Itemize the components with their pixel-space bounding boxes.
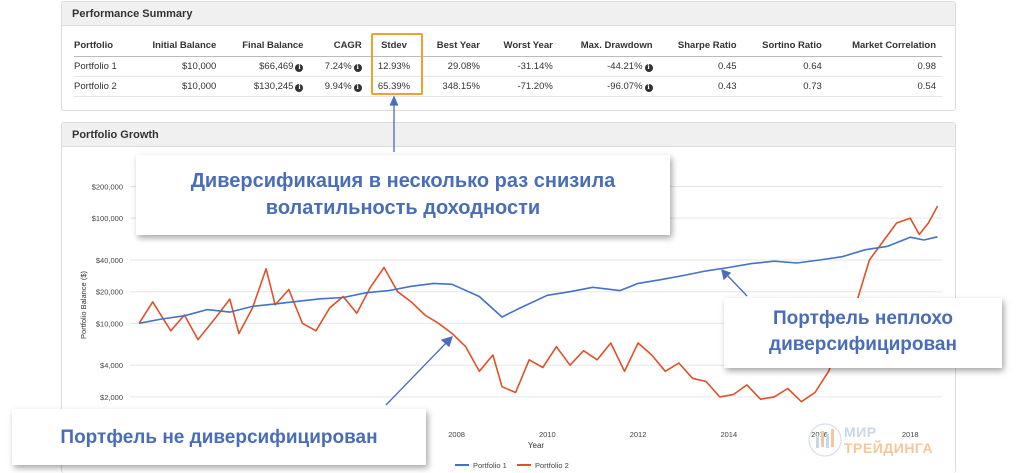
callout-line: диверсифицирован: [769, 333, 957, 355]
arrow-head: [721, 268, 732, 281]
y-tick-label: $4,000: [100, 361, 123, 370]
max-drawdown-value: -96.07%: [607, 81, 643, 92]
callout-line: Портфель неплохо: [772, 308, 954, 329]
logo-line1: МИР: [844, 424, 877, 440]
callout-diversification: Диверсификация в несколько раз снизила в…: [136, 155, 670, 235]
cell-worst-year: -71.20%: [485, 76, 559, 97]
cell-portfolio: Portfolio 1: [74, 56, 133, 77]
y-tick-label: $100,000: [92, 214, 123, 223]
cell-worst-year: -31.14%: [485, 56, 559, 77]
table-row: Portfolio 1 $10,000 $66,469 i 7.24% i 12.9…: [74, 56, 942, 77]
y-tick-label: $20,000: [96, 288, 123, 297]
x-tick-label: 2014: [720, 430, 737, 439]
portfolio-growth-title: Portfolio Growth: [62, 123, 955, 147]
info-icon[interactable]: i: [295, 84, 304, 92]
cell-max-drawdown: -44.21% i: [558, 56, 659, 77]
final-balance-value: $130,245: [253, 81, 294, 92]
arrow-to-portfolio1: [726, 274, 748, 297]
column-header-stdev: Stdev: [367, 38, 421, 57]
y-tick-label: $10,000: [96, 319, 123, 328]
cell-initial-balance: $10,000: [132, 76, 223, 97]
x-tick-label: 2018: [902, 430, 919, 439]
performance-summary-panel: Performance Summary Portfolio Initial Ba…: [61, 1, 956, 111]
cell-final-balance: $130,245 i: [222, 76, 310, 97]
cell-best-year: 348.15%: [420, 76, 486, 97]
arrow-head: [440, 336, 454, 348]
legend-label: Portfolio 1: [473, 461, 507, 470]
chart-legend: Portfolio 1 Portfolio 2: [455, 461, 569, 470]
callout-line: Портфель не диверсифицирован: [60, 427, 378, 448]
info-icon[interactable]: i: [644, 64, 653, 72]
x-tick-label: 2016: [811, 430, 828, 439]
x-tick-label: 2008: [448, 430, 465, 439]
column-header: Portfolio: [74, 38, 133, 57]
arrow-to-portfolio2: [385, 341, 448, 406]
series-line-1: [138, 236, 938, 325]
cell-max-drawdown: -96.07% i: [558, 76, 659, 97]
logo-candles-icon: [808, 423, 842, 457]
y-tick-label: $200,000: [92, 183, 123, 192]
max-drawdown-value: -44.21%: [607, 61, 643, 72]
info-icon[interactable]: i: [644, 84, 653, 92]
column-header: CAGR: [309, 38, 368, 57]
cell-sortino: 0.73: [742, 76, 828, 97]
info-icon[interactable]: i: [353, 84, 362, 92]
y-tick-label: $2,000: [100, 393, 123, 402]
callout-portfolio1: Портфель неплохо диверсифицирован: [724, 298, 1002, 368]
performance-table: Portfolio Initial Balance Final Balance …: [74, 38, 942, 97]
cell-market-correlation: 0.54: [827, 76, 942, 97]
cell-sortino: 0.64: [742, 56, 828, 77]
column-header: Max. Drawdown: [558, 38, 659, 57]
column-header: Sharpe Ratio: [658, 38, 743, 57]
callout-line: Диверсификация в несколько раз снизила: [190, 170, 616, 192]
cell-initial-balance: $10,000: [132, 56, 223, 77]
column-header: Final Balance: [222, 38, 310, 57]
table-header-row: Portfolio Initial Balance Final Balance …: [74, 38, 942, 57]
column-header: Sortino Ratio: [742, 38, 828, 57]
column-header: Worst Year: [485, 38, 559, 57]
logo: МИР ТРЕЙДИНГА: [808, 421, 958, 461]
series-line-2: [138, 205, 939, 403]
x-axis-ticks: 2008 2010 2012 2014 2016 2018: [448, 430, 918, 439]
legend-label: Portfolio 2: [535, 461, 569, 470]
column-header: Initial Balance: [132, 38, 223, 57]
info-icon[interactable]: i: [295, 64, 304, 72]
cell-final-balance: $66,469 i: [222, 56, 310, 77]
table-row: Portfolio 2 $10,000 $130,245 i 9.94% i 65.…: [74, 76, 942, 97]
x-tick-label: 2012: [630, 430, 647, 439]
cell-portfolio: Portfolio 2: [74, 76, 133, 97]
column-header: Market Correlation: [827, 38, 942, 57]
y-axis-ticks: $2,000 $4,000 $10,000 $20,000 $40,000 $100,00…: [92, 183, 123, 402]
cagr-value: 9.94%: [324, 81, 352, 92]
annotation-arrows: [385, 95, 748, 406]
cell-cagr: 9.94% i: [309, 76, 368, 97]
x-axis-label: Year: [528, 441, 545, 450]
series-lines: [138, 205, 939, 403]
cell-best-year: 29.08%: [420, 56, 486, 77]
cell-sharpe: 0.45: [658, 56, 743, 77]
performance-summary-title: Performance Summary: [62, 2, 955, 26]
cell-cagr: 7.24% i: [309, 56, 368, 77]
cagr-value: 7.24%: [324, 61, 352, 72]
x-tick-label: 2010: [539, 430, 556, 439]
logo-line2: ТРЕЙДИНГА: [844, 440, 934, 456]
y-axis-label: Portfolio Balance ($): [79, 271, 88, 339]
cell-sharpe: 0.43: [658, 76, 743, 97]
callout-line: волатильность доходности: [265, 197, 541, 219]
arrow-head: [389, 95, 399, 106]
final-balance-value: $66,469: [259, 61, 294, 72]
y-tick-label: $40,000: [96, 256, 123, 265]
stdev-highlight-box: [371, 33, 423, 95]
info-icon[interactable]: i: [353, 64, 362, 72]
callout-portfolio2: Портфель не диверсифицирован: [12, 409, 426, 465]
cell-market-correlation: 0.98: [827, 56, 942, 77]
column-header: Best Year: [420, 38, 486, 57]
cell-stdev: 12.93%: [367, 56, 421, 77]
